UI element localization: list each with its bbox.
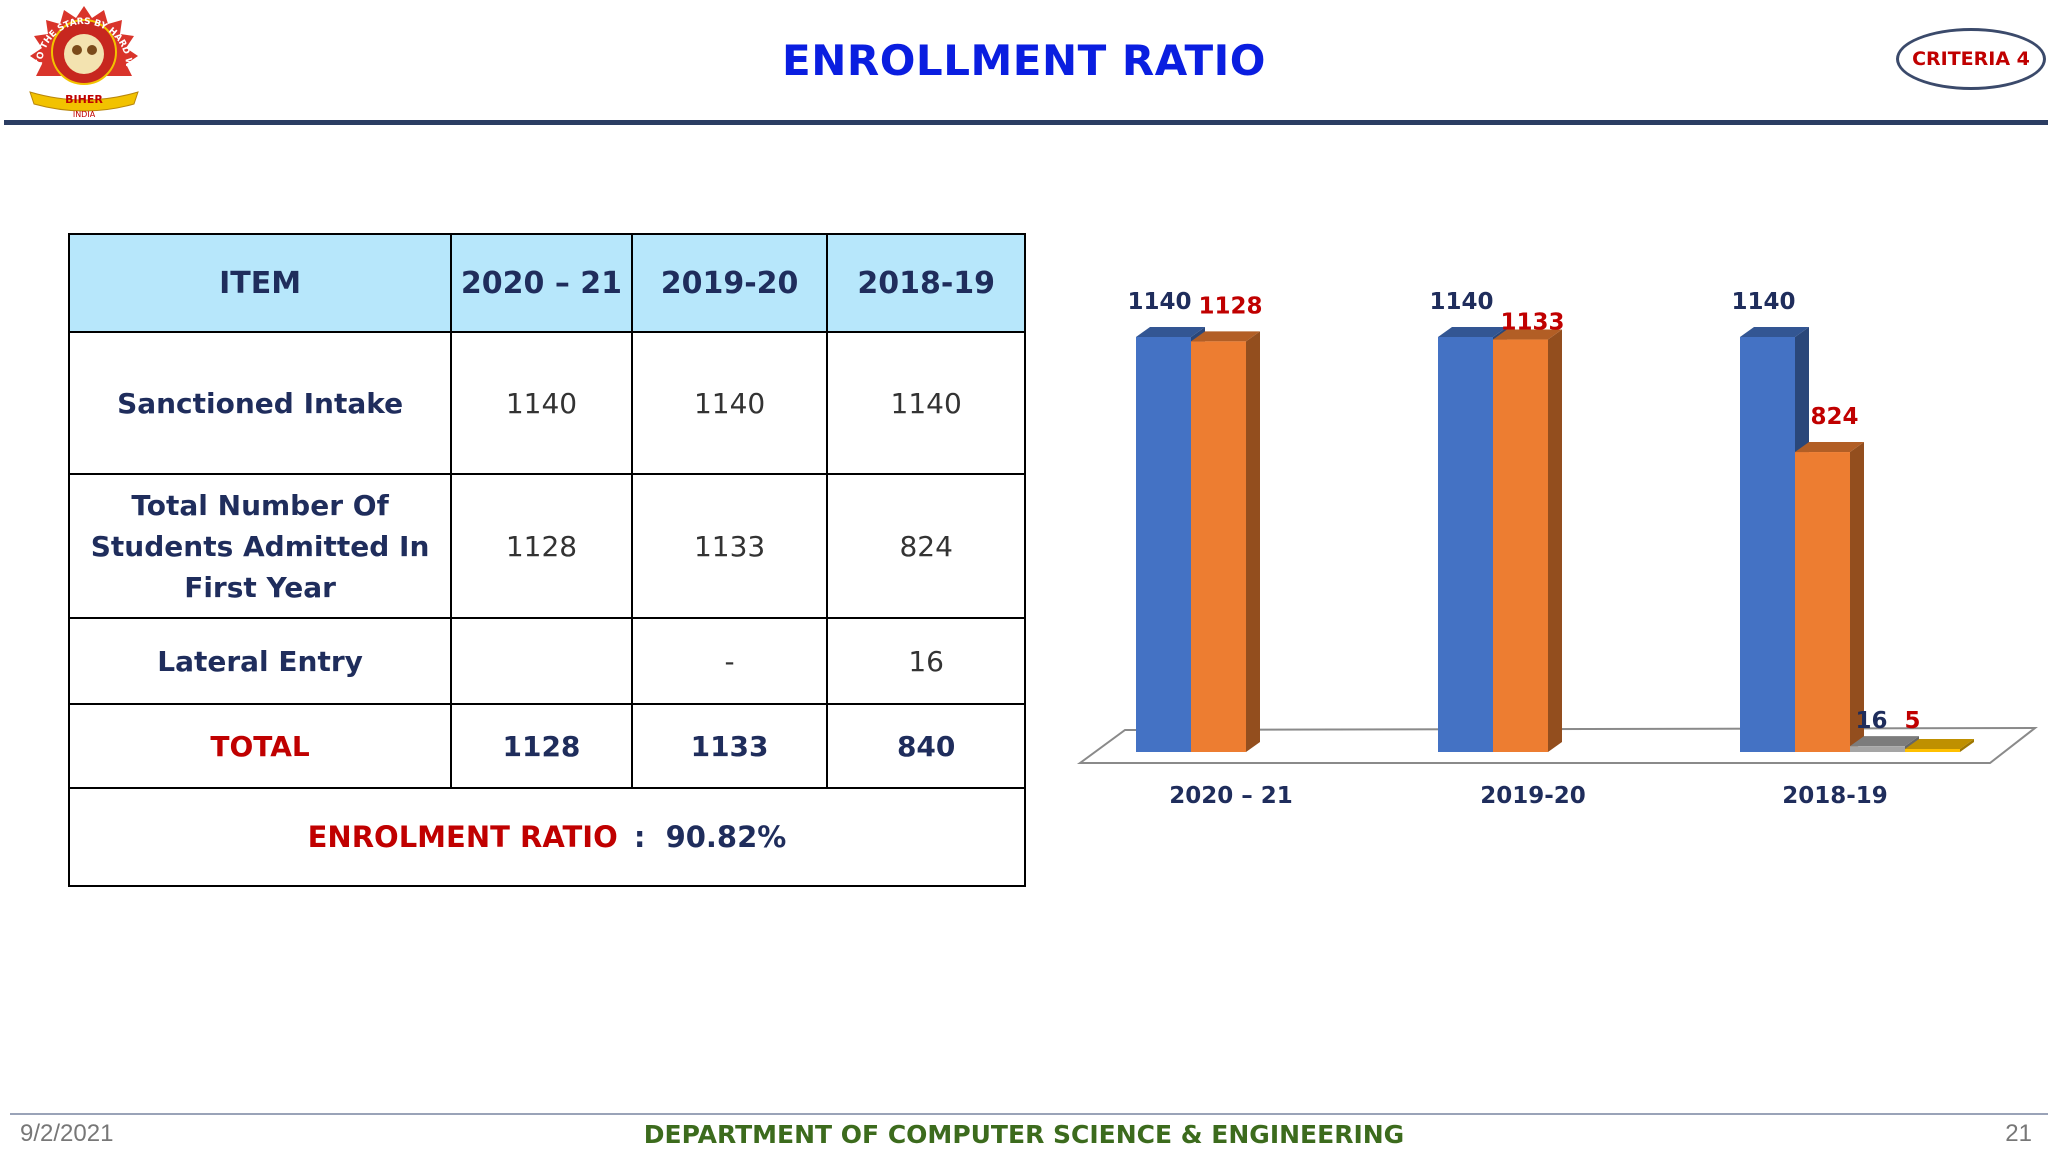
institution-seal-icon: TO THE STARS BY HARD WAYS BIHER INDIA: [12, 4, 139, 119]
data-label: 1133: [1500, 310, 1564, 336]
ratio-separator: :: [633, 820, 646, 854]
bar-top: [1191, 331, 1260, 342]
bar-top: [1136, 327, 1205, 337]
footer-department: DEPARTMENT OF COMPUTER SCIENCE & ENGINEE…: [643, 1120, 1405, 1149]
criteria-badge: CRITERIA 4: [1896, 28, 2046, 90]
bar-top: [1493, 329, 1562, 340]
table-row: Sanctioned Intake 1140 1140 1140: [67, 331, 1026, 475]
x-tick-label: 2018-19: [1782, 783, 1888, 809]
data-label: 1140: [1731, 289, 1795, 315]
data-label: 5: [1904, 708, 1920, 734]
bar: [1905, 749, 1960, 752]
column-header: ITEM: [67, 233, 453, 333]
bar: [1136, 337, 1191, 752]
total-label: TOTAL: [67, 703, 453, 789]
header-divider: [4, 120, 2048, 125]
bar: [1740, 337, 1795, 752]
table-row: Lateral Entry - 16: [67, 617, 1026, 705]
svg-text:INDIA: INDIA: [73, 110, 96, 119]
total-cell: 840: [826, 703, 1026, 789]
bar: [1493, 339, 1548, 752]
bar-top: [1850, 736, 1919, 747]
enrollment-bar-chart: 1140 1128 2020 – 21 1140 1133 2019-20 1140 824 1…: [1076, 289, 2038, 809]
total-row: TOTAL 1128 1133 840: [67, 703, 1026, 789]
table-cell: 1128: [450, 473, 633, 619]
bar: [1795, 452, 1850, 752]
bar-side: [1960, 739, 1974, 752]
footer-divider: [10, 1113, 2048, 1115]
bar-side: [1246, 331, 1260, 752]
bar-side: [1850, 442, 1864, 752]
bar-top: [1438, 327, 1507, 337]
svg-text:BIHER: BIHER: [65, 93, 103, 106]
bar-top: [1740, 327, 1809, 337]
ratio-label: ENROLMENT RATIO: [307, 820, 618, 854]
enrollment-table: ITEM 2020 – 21 2019-20 2018-19 Sanctione…: [67, 233, 1026, 887]
table-cell: 1140: [630, 331, 829, 475]
enrolment-ratio: ENROLMENT RATIO : 90.82%: [68, 787, 1026, 887]
data-label: 16: [1855, 708, 1887, 734]
bar: [1850, 746, 1905, 752]
table-cell: 1133: [630, 473, 829, 619]
table-cell: 824: [826, 473, 1026, 619]
footer-date: 9/2/2021: [20, 1120, 114, 1147]
bar-top: [1795, 442, 1864, 453]
column-header: 2019-20: [630, 233, 829, 333]
data-label: 1140: [1429, 289, 1493, 315]
table-cell: 1140: [450, 331, 633, 475]
table-cell: 16: [826, 617, 1026, 705]
total-cell: 1128: [450, 703, 633, 789]
table-cell: -: [630, 617, 829, 705]
bar-side: [1548, 329, 1562, 752]
ratio-value: 90.82%: [665, 820, 787, 854]
data-label: 824: [1810, 404, 1858, 430]
x-tick-label: 2019-20: [1480, 783, 1586, 809]
column-header: 2020 – 21: [450, 233, 633, 333]
bar-top: [1905, 739, 1974, 749]
page-number: 21: [2005, 1120, 2032, 1147]
page-title: ENROLLMENT RATIO: [782, 36, 1266, 85]
bar: [1191, 341, 1246, 752]
table-header-row: ITEM 2020 – 21 2019-20 2018-19: [67, 233, 1026, 333]
ratio-row: ENROLMENT RATIO : 90.82%: [68, 787, 1026, 887]
row-label: Lateral Entry: [67, 617, 453, 705]
total-cell: 1133: [630, 703, 829, 789]
table-cell: [450, 617, 633, 705]
row-label: Total Number Of Students Admitted In Fir…: [67, 473, 453, 619]
table-row: Total Number Of Students Admitted In Fir…: [67, 473, 1026, 619]
column-header: 2018-19: [826, 233, 1026, 333]
data-label: 1140: [1127, 289, 1191, 315]
table-cell: 1140: [826, 331, 1026, 475]
row-label: Sanctioned Intake: [67, 331, 453, 475]
bar: [1438, 337, 1493, 752]
x-tick-label: 2020 – 21: [1169, 783, 1293, 809]
data-label: 1128: [1198, 293, 1262, 319]
